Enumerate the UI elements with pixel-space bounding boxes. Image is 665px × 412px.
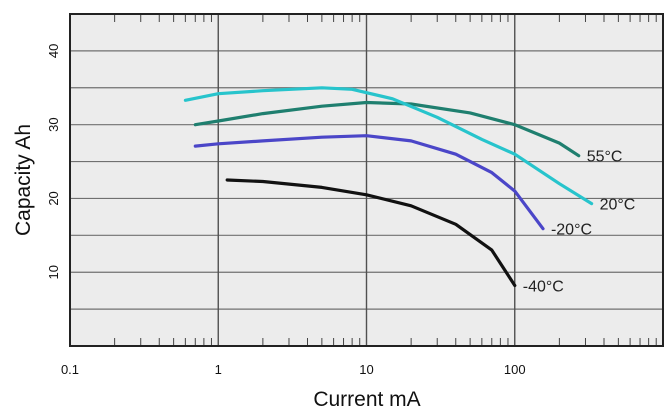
y-tick-label: 40 <box>46 44 61 58</box>
y-tick-label: 10 <box>46 265 61 279</box>
series-label: -20°C <box>551 222 592 239</box>
x-tick-label: 1 <box>215 362 222 377</box>
y-tick-label: 20 <box>46 191 61 205</box>
x-axis-title: Current mA <box>313 388 420 411</box>
plot-frame <box>69 13 664 347</box>
series-line <box>193 100 581 158</box>
series-line <box>225 178 517 288</box>
x-tick-label: 10 <box>359 362 373 377</box>
series-label: 20°C <box>600 197 636 214</box>
y-tick-label: 30 <box>46 117 61 131</box>
series-label: -40°C <box>523 279 564 296</box>
x-tick-label: 0.1 <box>61 362 79 377</box>
x-tick-label: 100 <box>504 362 526 377</box>
series-line <box>183 86 594 206</box>
y-axis-title: Capacity Ah <box>12 124 35 236</box>
series-label: 55°C <box>587 149 623 166</box>
series-line <box>193 134 545 231</box>
